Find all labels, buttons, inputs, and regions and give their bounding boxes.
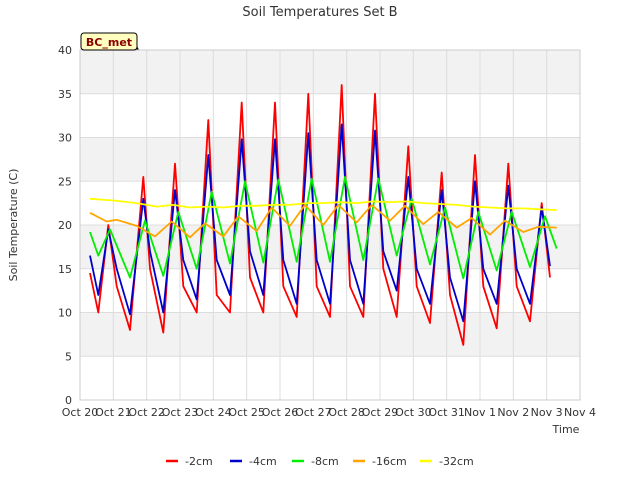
legend-label: -2cm [185,455,213,468]
x-tick-label: Oct 30 [395,406,432,419]
plot-band [80,312,580,357]
y-tick-label: 40 [58,44,72,57]
site-label: BC_met [86,36,132,49]
y-axis: 0 5 10 15 20 25 30 35 40 [58,44,72,407]
legend-label: -8cm [311,455,339,468]
y-tick-label: 15 [58,263,72,276]
x-tick-label: Oct 21 [95,406,132,419]
chart-title: Soil Temperatures Set B [242,5,397,20]
x-tick-label: Nov 1 [464,406,496,419]
y-tick-label: 25 [58,175,72,188]
plot-band [80,50,580,94]
y-tick-label: 30 [58,132,72,145]
legend-label: -16cm [372,455,407,468]
x-axis-label: Time [552,423,580,436]
plot-frame [79,49,581,401]
series-group [89,84,558,346]
x-tick-label: Nov 4 [564,406,596,419]
x-tick-label: Oct 28 [328,406,365,419]
x-tick-label: Nov 2 [497,406,529,419]
legend: -2cm -4cm -8cm -16cm -32cm [166,455,474,468]
legend-label: -32cm [439,455,474,468]
y-tick-label: 0 [65,394,72,407]
x-tick-label: Oct 20 [62,406,99,419]
site-label-background [80,32,138,51]
series-line-16cm [89,204,557,239]
x-tick-label: Oct 26 [262,406,299,419]
y-tick-label: 10 [58,307,72,320]
x-tick-label: Oct 23 [162,406,199,419]
series-line-32cm [89,197,557,211]
x-tick-label: Oct 25 [228,406,265,419]
x-tick-label: Oct 31 [428,406,465,419]
x-tick-label: Oct 24 [195,406,232,419]
x-tick-label: Nov 3 [531,406,563,419]
plot-band [80,137,580,182]
y-tick-label: 35 [58,88,72,101]
series-line-8cm [89,176,558,280]
y-tick-label: 5 [65,350,72,363]
series-line-2cm [89,84,551,346]
series-line-4cm [89,123,551,323]
x-tick-label: Oct 27 [295,406,332,419]
x-tick-label: Oct 22 [128,406,165,419]
y-tick-label: 20 [58,219,72,232]
y-axis-label: Soil Temperature (C) [7,169,20,282]
x-tick-label: Oct 29 [362,406,399,419]
site-label-box: BC_met [80,32,139,51]
legend-label: -4cm [249,455,277,468]
